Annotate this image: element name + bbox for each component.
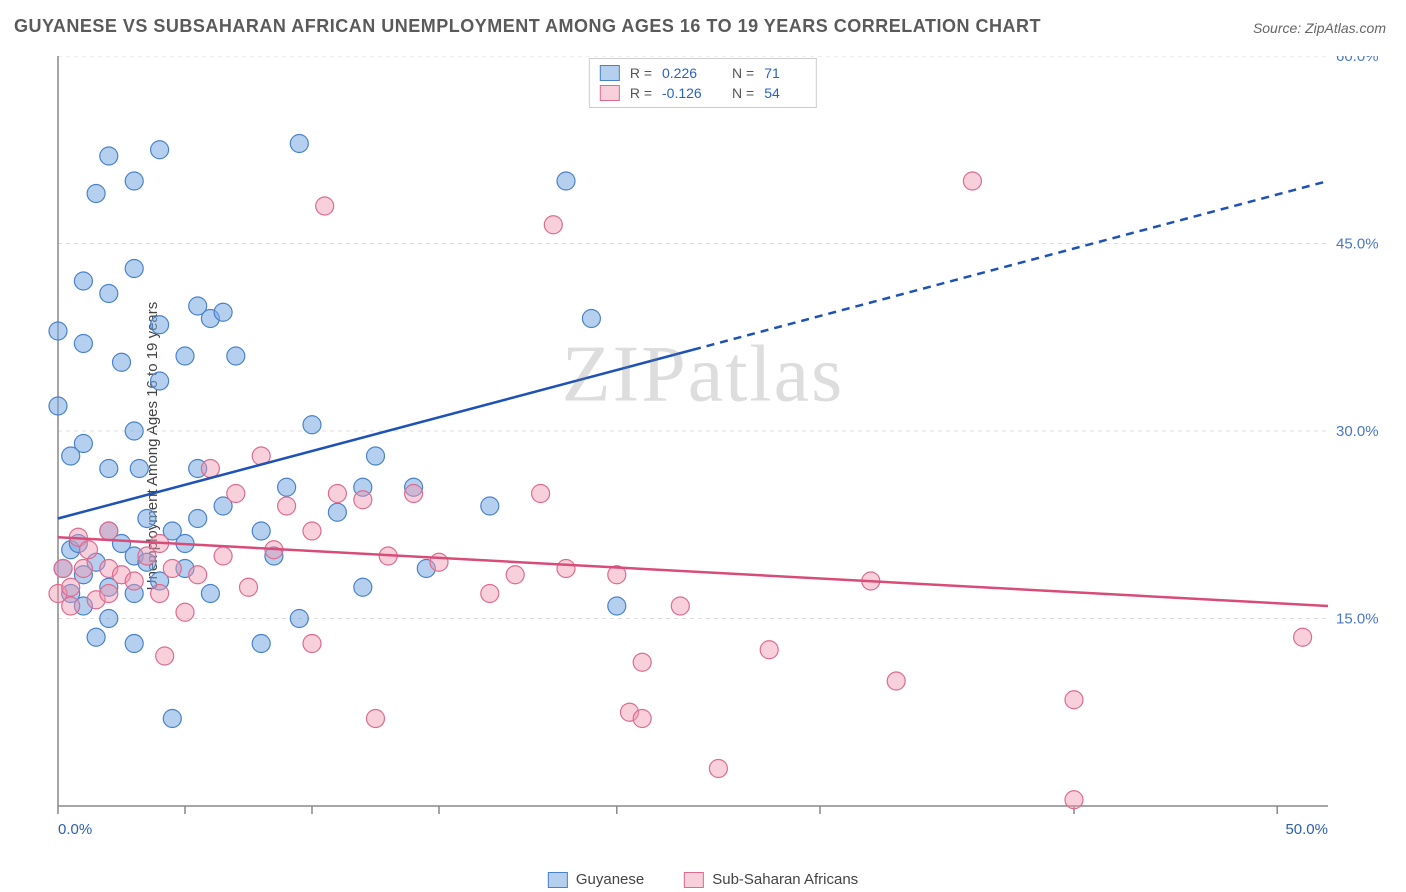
correlation-legend: R = 0.226 N = 71 R = -0.126 N = 54	[589, 58, 817, 108]
svg-text:0.0%: 0.0%	[58, 821, 92, 838]
legend-label: Guyanese	[576, 871, 644, 888]
source-label: Source: ZipAtlas.com	[1253, 20, 1386, 36]
legend-label: Sub-Saharan Africans	[712, 871, 858, 888]
n-label: N =	[732, 65, 754, 81]
r-value: 0.226	[662, 65, 704, 81]
r-label: R =	[630, 85, 652, 101]
n-value: 71	[764, 65, 806, 81]
svg-text:45.0%: 45.0%	[1336, 236, 1379, 253]
r-value: -0.126	[662, 85, 704, 101]
svg-text:15.0%: 15.0%	[1336, 611, 1379, 628]
legend-item-guyanese: Guyanese	[548, 871, 644, 888]
svg-text:60.0%: 60.0%	[1336, 56, 1379, 65]
series-legend: Guyanese Sub-Saharan Africans	[548, 871, 858, 888]
n-label: N =	[732, 85, 754, 101]
chart-title: GUYANESE VS SUBSAHARAN AFRICAN UNEMPLOYM…	[14, 16, 1041, 37]
svg-text:50.0%: 50.0%	[1285, 821, 1328, 838]
legend-row-guyanese: R = 0.226 N = 71	[600, 63, 806, 83]
r-label: R =	[630, 65, 652, 81]
plot-container: 15.0% 30.0% 45.0% 60.0% 0.0% 50.0%	[48, 56, 1388, 866]
swatch-subsaharan	[600, 85, 620, 101]
legend-item-subsaharan: Sub-Saharan Africans	[684, 871, 858, 888]
svg-text:30.0%: 30.0%	[1336, 423, 1379, 440]
legend-row-subsaharan: R = -0.126 N = 54	[600, 83, 806, 103]
swatch-guyanese	[548, 872, 568, 888]
swatch-guyanese	[600, 65, 620, 81]
n-value: 54	[764, 85, 806, 101]
swatch-subsaharan	[684, 872, 704, 888]
scatter-plot-svg: 15.0% 30.0% 45.0% 60.0% 0.0% 50.0%	[48, 56, 1388, 866]
